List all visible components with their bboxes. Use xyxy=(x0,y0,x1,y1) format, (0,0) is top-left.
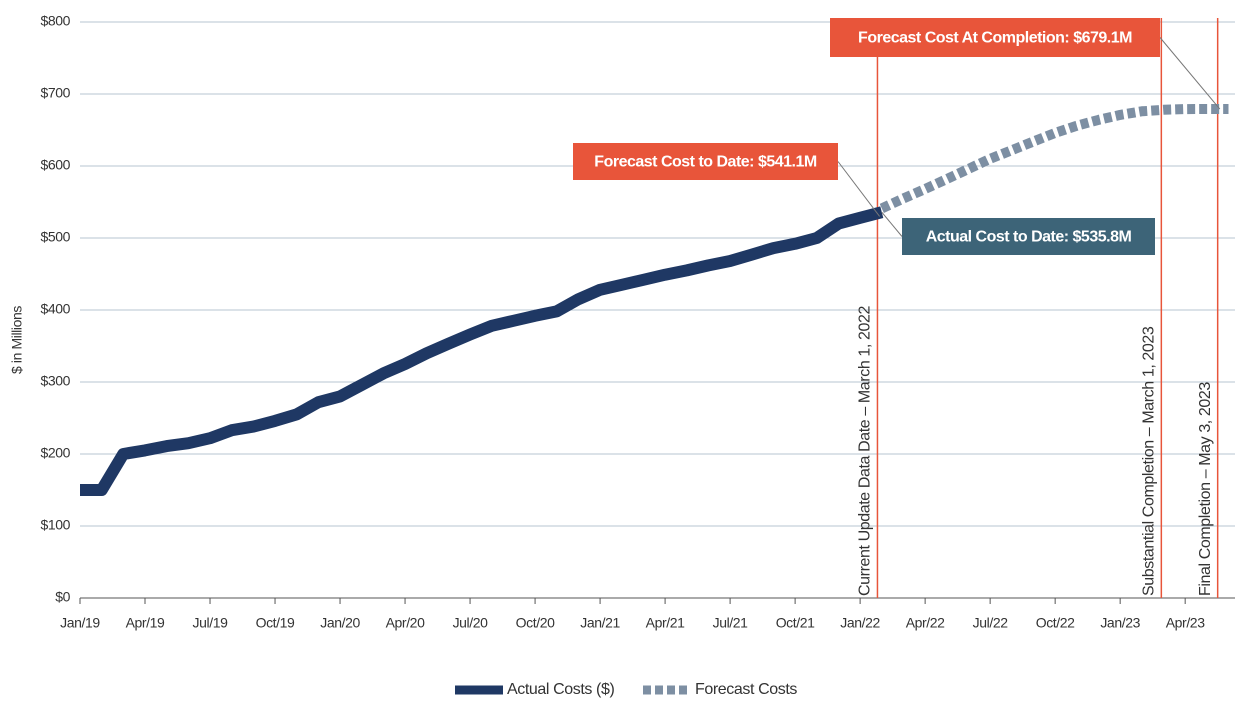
x-tick-label: Jan/23 xyxy=(1100,615,1140,631)
x-tick-label: Apr/19 xyxy=(126,615,165,631)
x-tick-label: Jul/20 xyxy=(453,615,489,631)
legend-label: Forecast Costs xyxy=(695,681,797,698)
y-tick-label: $400 xyxy=(40,301,70,317)
x-tick-label: Oct/22 xyxy=(1036,615,1075,631)
legend-label: Actual Costs ($) xyxy=(507,681,614,698)
x-tick-label: Oct/21 xyxy=(776,615,815,631)
y-tick-label: $100 xyxy=(40,517,70,533)
x-tick-label: Apr/20 xyxy=(386,615,425,631)
x-tick-label: Oct/19 xyxy=(256,615,295,631)
leader-line xyxy=(837,161,881,217)
reference-label: Substantial Completion – March 1, 2023 xyxy=(1141,326,1158,596)
annotation-text: Actual Cost to Date: $535.8M xyxy=(926,229,1132,246)
x-tick-label: Apr/21 xyxy=(646,615,685,631)
x-tick-label: Jul/21 xyxy=(713,615,749,631)
y-tick-label: $600 xyxy=(40,157,70,173)
x-tick-label: Jan/20 xyxy=(320,615,360,631)
x-tick-label: Apr/23 xyxy=(1166,615,1205,631)
x-tick-label: Jan/21 xyxy=(580,615,620,631)
annotation-box xyxy=(573,143,838,180)
annotation-box xyxy=(830,18,1160,57)
x-tick-label: Jan/22 xyxy=(840,615,880,631)
y-tick-label: $500 xyxy=(40,229,70,245)
y-tick-label: $800 xyxy=(40,13,70,29)
x-tick-label: Jul/22 xyxy=(973,615,1009,631)
series-line xyxy=(80,206,884,496)
annotation-text: Forecast Cost to Date: $541.1M xyxy=(594,154,817,171)
leader-line xyxy=(1159,37,1221,110)
x-tick-label: Jul/19 xyxy=(193,615,229,631)
y-tick-label: $0 xyxy=(55,589,70,605)
reference-label: Current Update Data Date – March 1, 2022 xyxy=(857,306,874,596)
y-tick-label: $300 xyxy=(40,373,70,389)
x-tick-label: Jan/19 xyxy=(60,615,100,631)
y-tick-label: $200 xyxy=(40,445,70,461)
x-tick-label: Apr/22 xyxy=(906,615,945,631)
x-tick-label: Oct/20 xyxy=(516,615,555,631)
annotation-text: Forecast Cost At Completion: $679.1M xyxy=(858,30,1132,47)
reference-label: Final Completion – May 3, 2023 xyxy=(1197,382,1214,596)
y-tick-label: $700 xyxy=(40,85,70,101)
leader-line xyxy=(881,211,903,237)
annotation-box xyxy=(902,218,1155,255)
series-line xyxy=(879,104,1229,213)
y-axis-label: $ in Millions xyxy=(9,306,25,374)
